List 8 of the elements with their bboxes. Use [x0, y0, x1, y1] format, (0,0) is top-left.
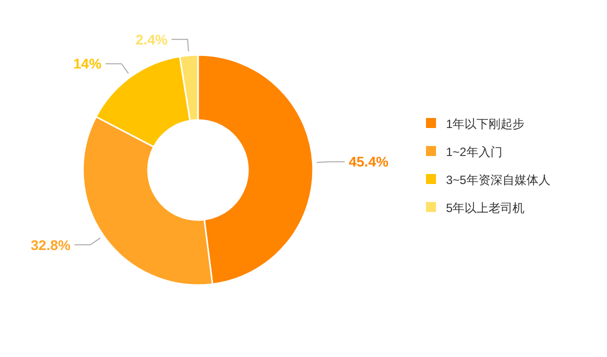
legend-label: 5年以上老司机: [446, 201, 525, 215]
data-label: 2.4%: [136, 31, 168, 48]
legend-label: 1年以下刚起步: [446, 117, 525, 131]
legend-label: 1~2年入门: [446, 145, 502, 159]
data-label: 32.8%: [30, 236, 71, 253]
data-label: 14%: [73, 56, 102, 72]
legend-label: 3~5年资深自媒体人: [446, 173, 550, 187]
data-label: 45.4%: [348, 154, 389, 170]
